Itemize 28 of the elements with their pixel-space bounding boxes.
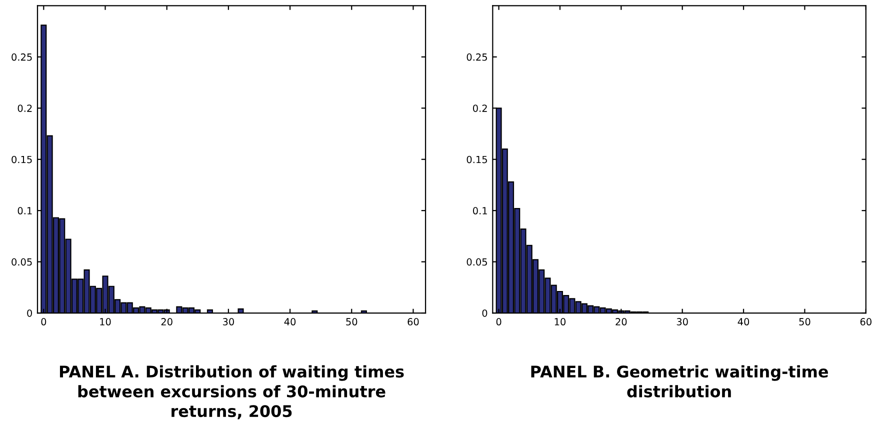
y-tick-label: 0.15	[12, 156, 32, 164]
y-tick-label: 0.05	[12, 258, 32, 266]
y-tick-label: 0	[482, 309, 488, 317]
y-tick-label: 0.05	[466, 258, 487, 266]
x-tick-label: 10	[100, 318, 111, 326]
x-tick-label: 10	[554, 318, 566, 326]
x-tick-label: 20	[161, 318, 172, 326]
text: PANEL A. Distribution of waiting times between excursions of 30-minutre returns, 2005	[60, 365, 404, 420]
x-tick-label: 30	[222, 318, 234, 326]
y-tick-label: 0.25	[12, 53, 32, 61]
x-tick-label: 40	[738, 318, 750, 326]
y-tick-label: 0.15	[466, 156, 487, 164]
x-tick-label: 20	[616, 318, 627, 326]
x-tick-label: 50	[799, 318, 810, 326]
x-tick-label: 60	[860, 318, 872, 326]
y-tick-label: 0	[27, 309, 32, 317]
y-tick-label: 0.1	[18, 207, 32, 214]
y-tick-label: 0.2	[473, 104, 487, 112]
text: PANEL B. Geometric waiting-time distribution	[531, 365, 828, 398]
x-tick-label: 40	[284, 318, 296, 326]
y-tick-label: 0.1	[473, 207, 487, 214]
y-tick-label: 0.25	[466, 53, 487, 61]
x-tick-label: 50	[346, 318, 358, 326]
x-tick-label: 0	[41, 318, 46, 326]
x-tick-label: 30	[676, 318, 688, 326]
y-tick-label: 0.2	[18, 104, 32, 112]
x-tick-label: 0	[496, 318, 502, 326]
x-tick-label: 60	[408, 318, 419, 326]
